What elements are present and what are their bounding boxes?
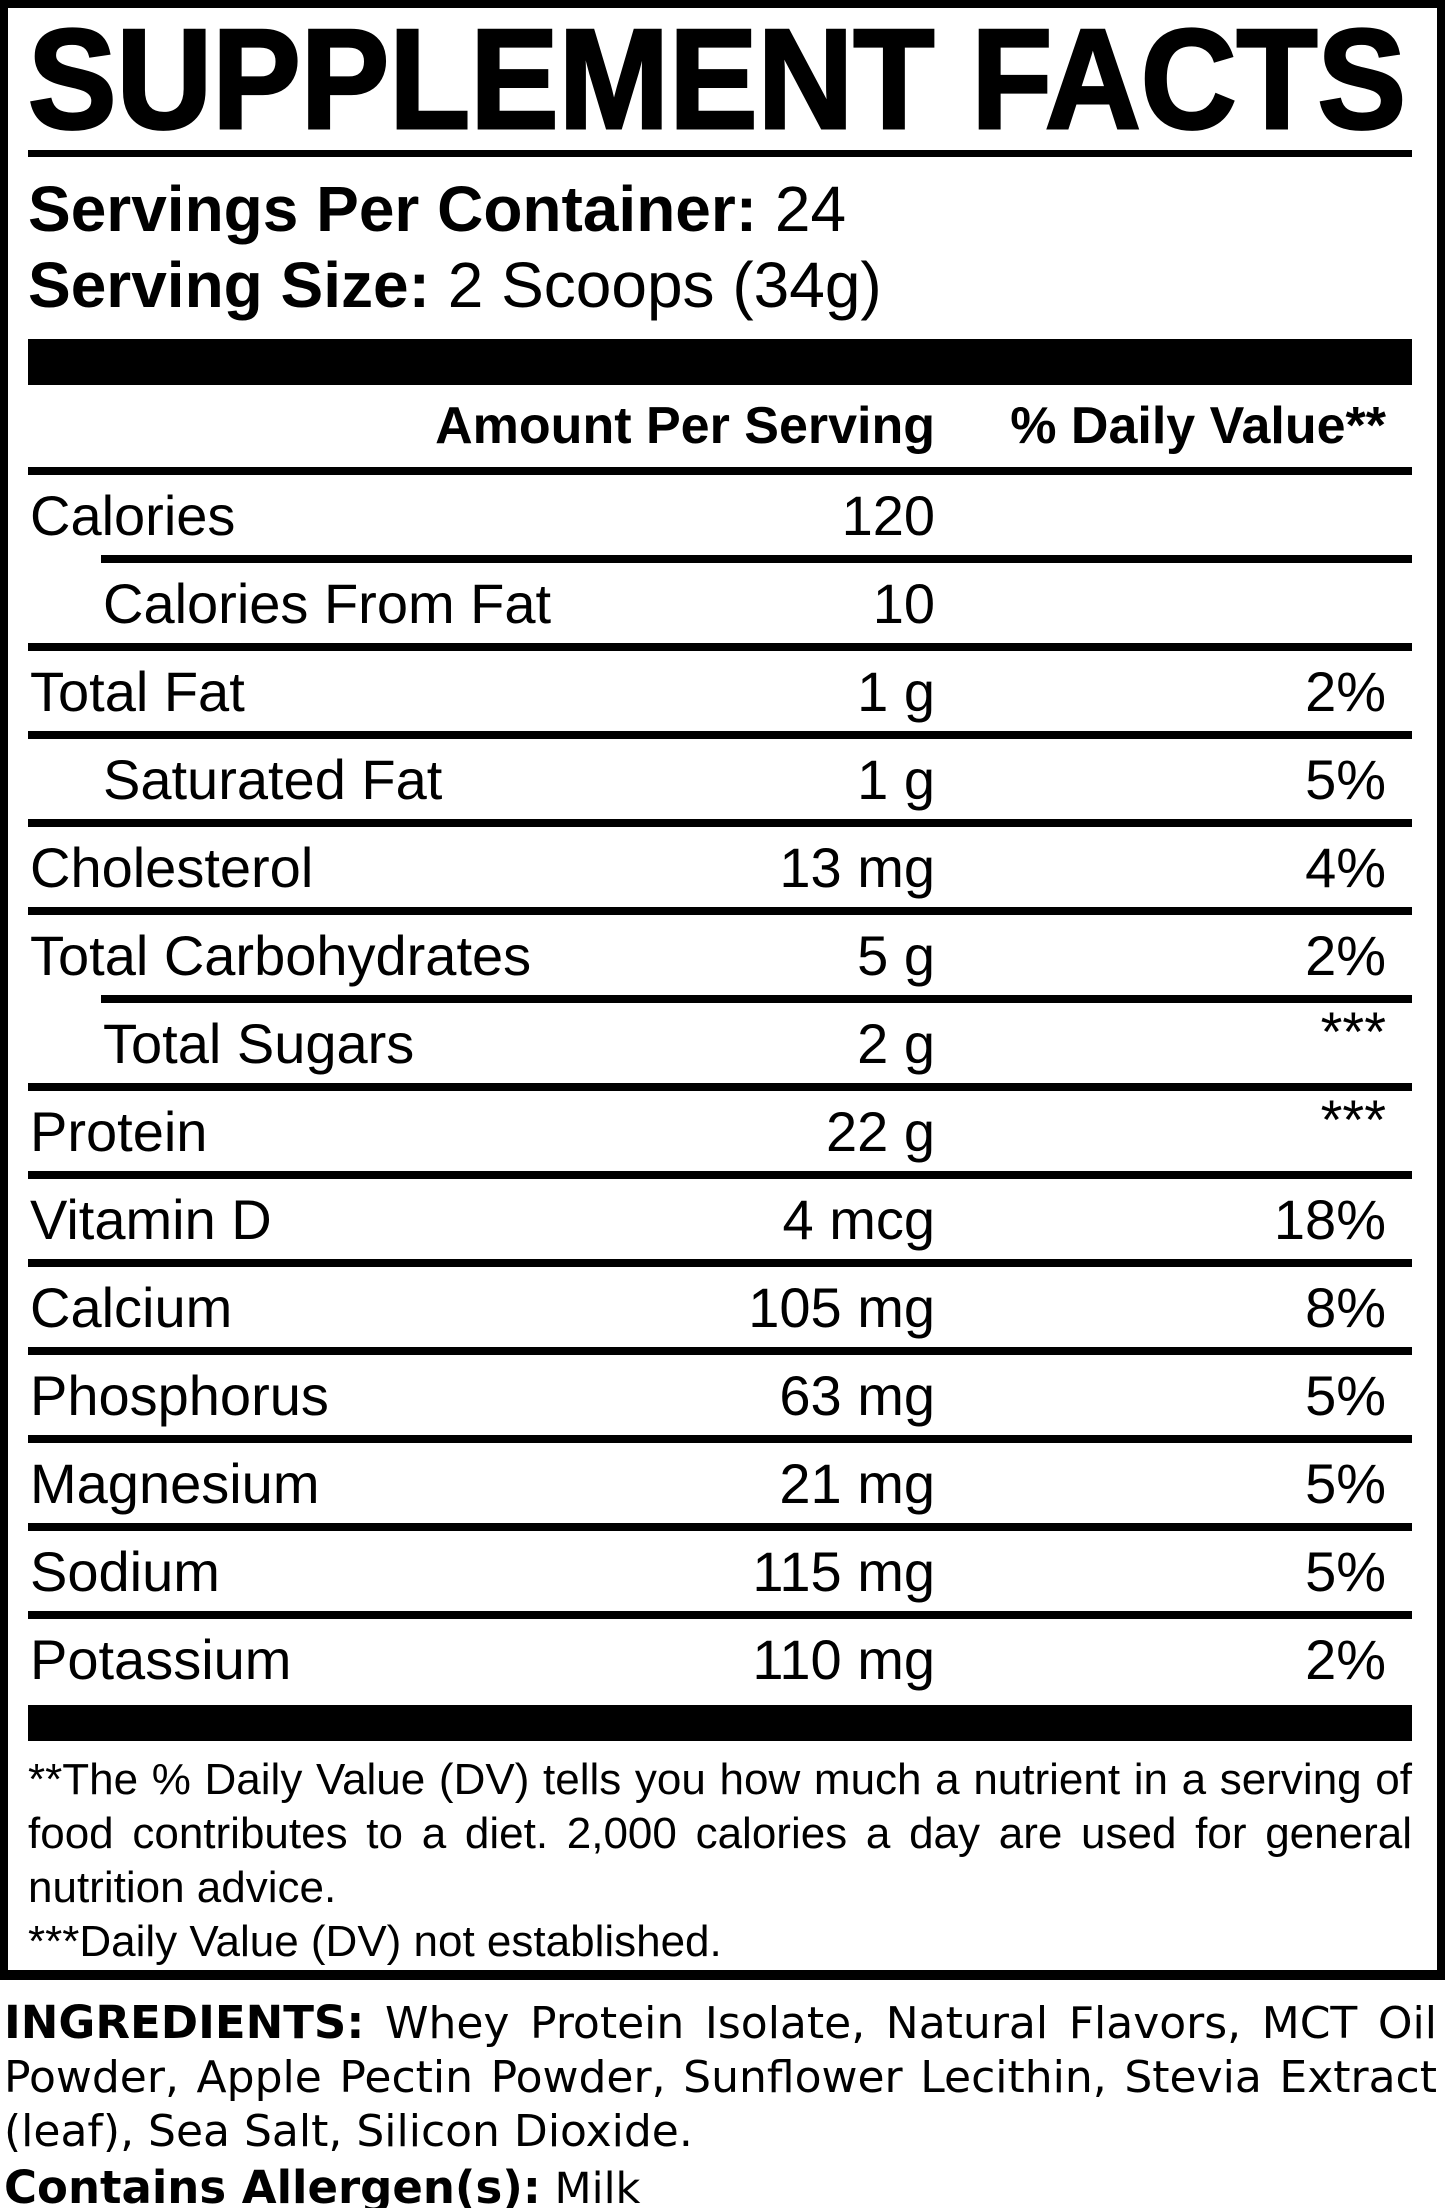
ingredients-text: Whey Protein Isolate, Natural Flavors, M… <box>4 1998 1437 2157</box>
nutrient-dv: 5% <box>1305 747 1386 811</box>
nutrient-name: Calories From Fat <box>103 571 552 635</box>
nutrient-dv: 2% <box>1305 659 1386 723</box>
nutrient-name: Potassium <box>30 1627 292 1691</box>
servings-per-container-label: Servings Per Container: <box>28 173 758 245</box>
nutrient-name: Vitamin D <box>30 1187 272 1251</box>
nutrient-amount: 110 mg <box>752 1627 935 1691</box>
supplement-facts-panel: SUPPLEMENT FACTS Servings Per Container:… <box>0 0 1445 1980</box>
row-separator <box>28 907 1412 915</box>
nutrient-amount: 13 mg <box>779 835 935 899</box>
nutrient-amount: 4 mcg <box>782 1187 936 1251</box>
nutrient-name: Phosphorus <box>30 1363 329 1427</box>
serving-size-line: Serving Size: 2 Scoops (34g) <box>28 247 1412 323</box>
table-row: Magnesium 21 mg 5% <box>28 1443 1412 1523</box>
nutrient-dv: 8% <box>1305 1275 1386 1339</box>
table-row: Phosphorus 63 mg 5% <box>28 1355 1412 1435</box>
servings-per-container-line: Servings Per Container: 24 <box>28 171 1412 247</box>
page-title-text: SUPPLEMENT FACTS <box>28 24 1406 140</box>
nutrient-dv: 5% <box>1305 1539 1386 1603</box>
nutrient-dv: 4% <box>1305 835 1386 899</box>
nutrient-name: Total Fat <box>30 659 245 723</box>
nutrient-amount: 120 <box>841 483 935 547</box>
serving-size-label: Serving Size: <box>28 249 430 321</box>
servings-per-container-value: 24 <box>774 173 847 245</box>
nutrient-amount: 22 g <box>826 1099 935 1163</box>
title-divider <box>28 150 1412 157</box>
table-row: Saturated Fat 1 g 5% <box>28 739 1412 819</box>
table-row: Calories From Fat 10 <box>28 563 1412 643</box>
nutrient-amount: 1 g <box>857 659 935 723</box>
nutrient-name: Total Sugars <box>103 1011 415 1075</box>
row-separator <box>28 643 1412 651</box>
table-row: Sodium 115 mg 5% <box>28 1531 1412 1611</box>
table-row: Vitamin D 4 mcg 18% <box>28 1179 1412 1259</box>
row-separator <box>28 1347 1412 1355</box>
nutrient-amount: 115 mg <box>752 1539 935 1603</box>
daily-value-header: % Daily Value** <box>1010 397 1386 455</box>
nutrient-amount: 5 g <box>857 923 935 987</box>
nutrient-dv: 5% <box>1305 1451 1386 1515</box>
allergen-label: Contains Allergen(s): <box>4 2161 541 2208</box>
row-separator <box>28 1523 1412 1531</box>
nutrient-name: Sodium <box>30 1539 220 1603</box>
nutrient-dv: 2% <box>1305 1627 1386 1691</box>
ingredients-paragraph: INGREDIENTS: Whey Protein Isolate, Natur… <box>4 1996 1437 2159</box>
nutrient-name: Protein <box>30 1099 208 1163</box>
table-row: Potassium 110 mg 2% <box>28 1619 1412 1699</box>
amount-per-serving-header: Amount Per Serving <box>435 397 935 455</box>
row-separator <box>28 731 1412 739</box>
row-separator <box>101 995 1412 1003</box>
nutrient-amount: 2 g <box>857 1011 935 1075</box>
table-row: Cholesterol 13 mg 4% <box>28 827 1412 907</box>
allergen-value: Milk <box>554 2164 641 2208</box>
daily-value-footnote: **The % Daily Value (DV) tells you how m… <box>28 1755 1412 1912</box>
row-separator <box>101 555 1412 563</box>
row-separator <box>28 1171 1412 1179</box>
nutrient-dv: 5% <box>1305 1363 1386 1427</box>
table-header-row: Amount Per Serving % Daily Value** <box>28 385 1412 467</box>
dv-not-established-mark: *** <box>1320 999 1386 1063</box>
divider-bar-bottom <box>28 1705 1412 1741</box>
nutrient-dv: 18% <box>1273 1187 1386 1251</box>
header-divider <box>28 467 1412 475</box>
not-established-footnote: ***Daily Value (DV) not established. <box>28 1917 722 1966</box>
nutrient-amount: 21 mg <box>779 1451 935 1515</box>
nutrient-name: Calcium <box>30 1275 233 1339</box>
nutrient-name: Magnesium <box>30 1451 320 1515</box>
ingredients-section: INGREDIENTS: Whey Protein Isolate, Natur… <box>0 1996 1445 2208</box>
table-row: Total Fat 1 g 2% <box>28 651 1412 731</box>
nutrient-amount: 10 <box>872 571 935 635</box>
row-separator <box>28 1435 1412 1443</box>
table-row: Calcium 105 mg 8% <box>28 1267 1412 1347</box>
row-separator <box>28 819 1412 827</box>
footnotes: **The % Daily Value (DV) tells you how m… <box>28 1753 1412 1969</box>
row-separator <box>28 1083 1412 1091</box>
table-row: Total Sugars 2 g *** <box>28 1000 1412 1083</box>
ingredients-label: INGREDIENTS: <box>4 1996 365 2049</box>
nutrient-amount: 1 g <box>857 747 935 811</box>
nutrient-dv: 2% <box>1305 923 1386 987</box>
nutrient-name: Total Carbohydrates <box>30 923 532 987</box>
nutrient-amount: 63 mg <box>779 1363 935 1427</box>
nutrient-name: Saturated Fat <box>103 747 443 811</box>
nutrient-dv: *** <box>935 1000 1412 1076</box>
table-row: Calories 120 <box>28 475 1412 555</box>
table-row: Total Carbohydrates 5 g 2% <box>28 915 1412 995</box>
row-separator <box>28 1611 1412 1619</box>
table-row: Protein 22 g *** <box>28 1088 1412 1171</box>
serving-size-value: 2 Scoops (34g) <box>447 249 882 321</box>
nutrient-name: Cholesterol <box>30 835 314 899</box>
allergen-line: Contains Allergen(s): Milk <box>4 2161 1437 2208</box>
nutrient-amount: 105 mg <box>748 1275 935 1339</box>
nutrient-name: Calories <box>30 483 236 547</box>
nutrient-dv: *** <box>935 1088 1412 1164</box>
dv-not-established-mark: *** <box>1320 1087 1386 1151</box>
page-title: SUPPLEMENT FACTS <box>28 24 1408 140</box>
row-separator <box>28 1259 1412 1267</box>
divider-bar-top <box>28 339 1412 385</box>
